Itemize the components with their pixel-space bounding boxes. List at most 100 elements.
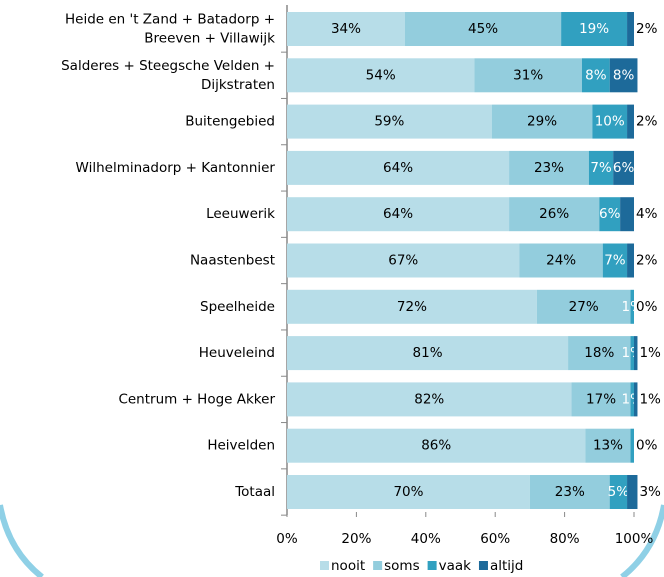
category-label: Wilhelminadorp + Kantonnier xyxy=(76,160,276,176)
bar-segment xyxy=(620,197,634,232)
bar-segment xyxy=(630,382,634,417)
legend-label: soms xyxy=(384,558,419,574)
bar-segment xyxy=(474,58,582,93)
bar-segment xyxy=(613,150,634,185)
value-label: 6% xyxy=(599,206,621,222)
decor-arc xyxy=(0,504,44,577)
category-label: Heivelden xyxy=(207,438,275,454)
bar-segment xyxy=(287,243,520,278)
legend-label: altijd xyxy=(490,558,523,574)
bar-segment xyxy=(287,150,510,185)
bar-segment xyxy=(581,58,610,93)
value-label: 3% xyxy=(639,484,661,500)
value-label: 86% xyxy=(421,438,451,454)
bar-segment xyxy=(634,336,638,371)
bar-segment xyxy=(568,336,631,371)
bar-segment xyxy=(627,475,638,509)
category-label: Totaal xyxy=(234,484,275,500)
bar-segment xyxy=(630,428,634,463)
bar-segment xyxy=(634,382,638,417)
bar-segment xyxy=(609,475,628,509)
value-label: 27% xyxy=(569,299,599,315)
value-label: 54% xyxy=(366,67,396,83)
legend-swatch xyxy=(427,561,437,570)
value-label: 23% xyxy=(534,160,564,176)
bar-segment xyxy=(588,150,614,185)
x-tick-label: 0% xyxy=(276,531,298,547)
value-label: 8% xyxy=(585,67,607,83)
value-label: 31% xyxy=(513,67,543,83)
value-label: 82% xyxy=(414,391,444,407)
value-label: 64% xyxy=(383,160,413,176)
bar-segment xyxy=(627,12,634,46)
value-label: 72% xyxy=(397,299,427,315)
bar-segment xyxy=(627,104,634,139)
value-label: 59% xyxy=(374,114,404,130)
value-label: 6% xyxy=(613,160,635,176)
bar-segment xyxy=(287,336,569,371)
value-label: 70% xyxy=(393,484,423,500)
bar-segment xyxy=(287,197,510,232)
value-label: 64% xyxy=(383,206,413,222)
x-tick-label: 100% xyxy=(615,531,654,547)
bar-segment xyxy=(627,243,634,278)
category-label: Speelheide xyxy=(200,299,275,315)
x-tick-label: 80% xyxy=(550,531,580,547)
category-label: Heuveleind xyxy=(199,345,275,361)
bar-segment xyxy=(536,289,631,324)
bar-segment xyxy=(592,104,628,139)
value-label: 8% xyxy=(613,67,635,83)
bar-segment xyxy=(287,12,405,46)
bar-segment xyxy=(287,475,530,509)
value-label: 17% xyxy=(586,391,616,407)
value-label: 4% xyxy=(636,206,658,222)
legend-label: vaak xyxy=(439,558,472,574)
value-label: 2% xyxy=(636,114,658,130)
bar-segment xyxy=(491,104,593,139)
bar-segment xyxy=(630,289,634,324)
bar-segment xyxy=(609,58,638,93)
category-label: Salderes + Steegsche Velden + Dijkstraten xyxy=(61,58,275,93)
value-label: 45% xyxy=(468,21,498,37)
bar-segment xyxy=(599,197,621,232)
value-label: 23% xyxy=(555,484,585,500)
x-tick-label: 60% xyxy=(480,531,510,547)
decor-arc xyxy=(620,504,664,577)
bar-segment xyxy=(509,197,600,232)
value-label: 2% xyxy=(636,253,658,269)
category-label: Centrum + Hoge Akker xyxy=(118,391,275,407)
value-label: 81% xyxy=(413,345,443,361)
bar-segment xyxy=(287,104,492,139)
legend-swatch xyxy=(478,561,488,570)
value-label: 24% xyxy=(546,253,576,269)
category-label: Buitengebied xyxy=(185,114,275,130)
value-label: 18% xyxy=(584,345,614,361)
category-label: Naastenbest xyxy=(190,253,275,269)
value-label: 1% xyxy=(639,345,661,361)
value-label: 0% xyxy=(636,299,658,315)
value-label: 5% xyxy=(608,484,630,500)
value-label: 1% xyxy=(639,391,661,407)
bar-segment xyxy=(602,243,628,278)
value-label: 13% xyxy=(593,438,623,454)
legend-swatch xyxy=(320,561,329,570)
bar-segment xyxy=(529,475,610,509)
legend-label: nooit xyxy=(331,558,365,574)
x-tick-label: 40% xyxy=(411,531,441,547)
value-label: 26% xyxy=(539,206,569,222)
bar-segment xyxy=(287,382,572,417)
value-label: 29% xyxy=(527,114,557,130)
bar-segment xyxy=(287,58,475,93)
value-label: 7% xyxy=(590,160,612,176)
value-label: 7% xyxy=(604,253,626,269)
value-label: 1% xyxy=(622,299,644,315)
value-label: 1% xyxy=(622,345,644,361)
bar-segment xyxy=(585,428,631,463)
bar-segment xyxy=(561,12,628,46)
x-tick-label: 20% xyxy=(341,531,371,547)
bar-segment xyxy=(287,289,537,324)
value-label: 2% xyxy=(636,21,658,37)
bar-segment xyxy=(571,382,631,417)
bar-segment xyxy=(519,243,603,278)
